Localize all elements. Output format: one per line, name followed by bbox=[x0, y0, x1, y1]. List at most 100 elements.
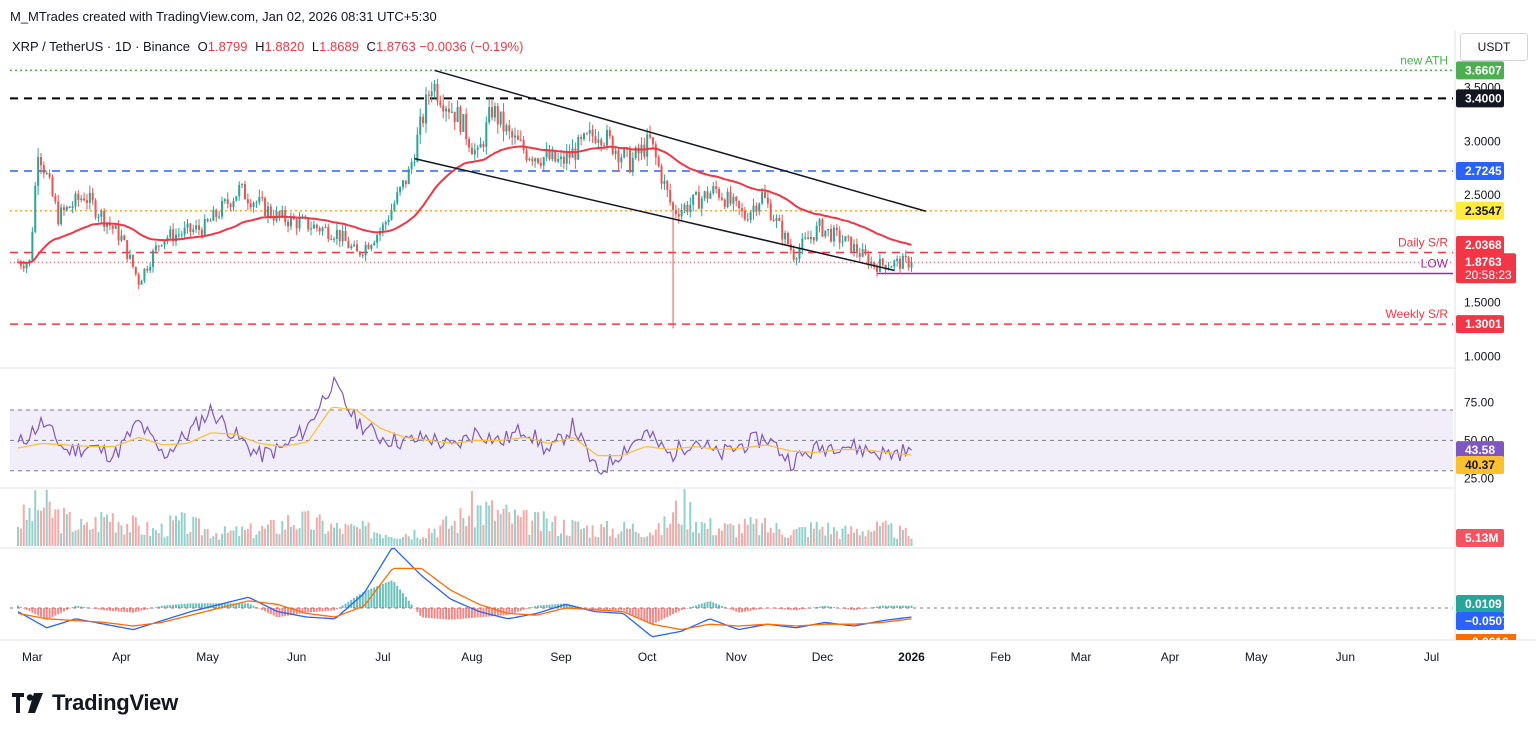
macd-histogram-bar bbox=[554, 604, 557, 608]
volume-bar bbox=[528, 534, 531, 546]
candle-body bbox=[235, 196, 238, 201]
volume-bar bbox=[588, 537, 591, 546]
macd-histogram-bar bbox=[887, 605, 890, 608]
candle-body bbox=[367, 244, 370, 249]
candle-body bbox=[525, 150, 528, 161]
candle-body bbox=[77, 193, 80, 201]
candle-body bbox=[450, 111, 453, 113]
volume-bar bbox=[881, 522, 884, 546]
candle-body bbox=[749, 212, 752, 221]
volume-bar bbox=[123, 534, 126, 546]
candle-body bbox=[864, 249, 867, 255]
volume-bar bbox=[568, 535, 571, 546]
candle-body bbox=[465, 114, 468, 139]
candle-body bbox=[562, 156, 565, 164]
candle-body bbox=[896, 258, 899, 261]
macd-histogram-bar bbox=[384, 582, 387, 608]
volume-bar bbox=[594, 536, 597, 546]
candle-body bbox=[778, 217, 781, 221]
rsi-ma-value-tag-bg bbox=[1456, 456, 1504, 475]
volume-bar bbox=[554, 515, 557, 546]
candle-body bbox=[327, 226, 330, 239]
volume-bar bbox=[252, 538, 255, 546]
volume-bar bbox=[281, 520, 284, 546]
volume-bar bbox=[358, 528, 361, 546]
candle-body bbox=[832, 227, 835, 242]
volume-bar bbox=[847, 533, 850, 546]
candle-body bbox=[45, 173, 48, 175]
candle-body bbox=[54, 195, 57, 202]
candle-body bbox=[80, 198, 83, 201]
volume-bar bbox=[896, 538, 899, 546]
candle-body bbox=[821, 219, 824, 237]
macd-histogram-bar bbox=[591, 608, 594, 610]
candle-body bbox=[649, 134, 652, 138]
macd-histogram-bar bbox=[784, 608, 787, 610]
macd-histogram-bar bbox=[735, 608, 738, 612]
macd-histogram-bar bbox=[890, 605, 893, 608]
volume-bar bbox=[266, 524, 269, 546]
candle-body bbox=[106, 222, 109, 228]
macd-histogram-bar bbox=[220, 603, 223, 608]
volume-bar bbox=[278, 534, 281, 546]
candle-body bbox=[511, 131, 514, 138]
candle-body bbox=[626, 148, 629, 150]
macd-histogram-bar bbox=[766, 608, 769, 609]
macd-histogram-bar bbox=[111, 608, 114, 612]
candle-body bbox=[689, 204, 692, 212]
volume-bar bbox=[203, 529, 206, 546]
volume-bar bbox=[807, 537, 810, 546]
macd-histogram-bar bbox=[752, 608, 755, 611]
candle-body bbox=[853, 244, 856, 253]
level-value-tag: 3.6607 bbox=[1465, 63, 1502, 77]
ohlc-legend: XRP / TetherUS · 1D · Binance O1.8799 H1… bbox=[12, 39, 523, 54]
volume-bar bbox=[120, 525, 123, 546]
macd-histogram-bar bbox=[657, 608, 660, 622]
volume-bar bbox=[677, 523, 680, 546]
volume-bar bbox=[462, 517, 465, 546]
tradingview-logo[interactable]: TradingView bbox=[12, 690, 178, 716]
volume-bar bbox=[129, 532, 132, 546]
volume-bar bbox=[399, 538, 402, 546]
volume-bar bbox=[649, 532, 652, 546]
volume-bar bbox=[324, 533, 327, 546]
macd-histogram-bar bbox=[479, 608, 482, 618]
macd-histogram-bar bbox=[740, 608, 743, 613]
volume-bar bbox=[264, 528, 267, 546]
volume-bar bbox=[493, 520, 496, 546]
macd-histogram-bar bbox=[537, 605, 540, 608]
macd-histogram-bar bbox=[91, 608, 94, 609]
volume-bar bbox=[108, 521, 111, 546]
volume-bar bbox=[726, 524, 729, 546]
volume-bar bbox=[738, 523, 741, 546]
volume-bar bbox=[143, 534, 146, 546]
volume-bar bbox=[177, 520, 180, 546]
candle-body bbox=[459, 107, 462, 132]
macd-histogram-bar bbox=[488, 608, 491, 617]
last-price-tag-bg bbox=[1456, 253, 1516, 284]
candle-body bbox=[200, 229, 203, 236]
volume-bar bbox=[663, 516, 666, 546]
macd-histogram-bar bbox=[307, 608, 310, 613]
macd-histogram-bar bbox=[129, 608, 132, 613]
candle-body bbox=[508, 125, 511, 132]
volume-bar bbox=[396, 538, 399, 546]
volume-bar bbox=[778, 529, 781, 546]
candle-body bbox=[51, 177, 54, 196]
volume-bar bbox=[514, 509, 517, 546]
candle-body bbox=[746, 219, 749, 221]
candle-body bbox=[137, 274, 140, 285]
volume-bar bbox=[468, 515, 471, 546]
macd-histogram-bar bbox=[519, 608, 522, 611]
volume-bar bbox=[692, 532, 695, 546]
currency-button[interactable]: USDT bbox=[1460, 33, 1528, 61]
macd-histogram-bar bbox=[45, 608, 48, 620]
candle-body bbox=[180, 234, 183, 236]
symbol-title[interactable]: XRP / TetherUS · 1D · Binance bbox=[12, 39, 190, 54]
volume-bar bbox=[801, 527, 804, 546]
candle-body bbox=[470, 147, 473, 155]
candle-body bbox=[364, 244, 367, 256]
candle-body bbox=[597, 139, 600, 143]
macd-histogram-bar bbox=[703, 602, 706, 608]
